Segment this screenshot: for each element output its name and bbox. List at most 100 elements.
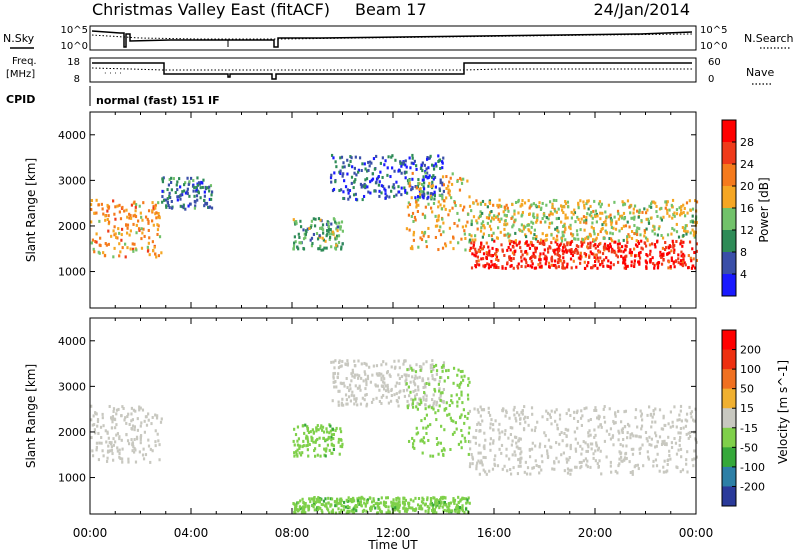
heatmap-cell xyxy=(444,207,447,211)
heatmap-cell xyxy=(619,443,622,447)
freq-left-tick-top: 18 xyxy=(67,57,80,68)
heatmap-cell xyxy=(126,246,129,250)
heatmap-cell xyxy=(451,432,455,436)
heatmap-cell xyxy=(576,233,579,237)
heatmap-cell xyxy=(487,216,490,220)
heatmap-cell xyxy=(341,442,344,446)
heatmap-cell xyxy=(623,456,627,460)
heatmap-cell xyxy=(427,377,430,381)
heatmap-cell xyxy=(504,429,507,433)
heatmap-cell xyxy=(208,205,211,209)
heatmap-cell xyxy=(128,212,131,216)
heatmap-cell xyxy=(311,428,314,432)
heatmap-cell xyxy=(431,363,434,367)
heatmap-cell xyxy=(161,200,164,204)
heatmap-cell xyxy=(602,245,606,249)
heatmap-cell xyxy=(552,198,555,202)
heatmap-cell xyxy=(390,155,393,159)
heatmap-cell xyxy=(408,228,411,232)
heatmap-cell xyxy=(361,509,365,513)
heatmap-cell xyxy=(561,230,564,234)
heatmap-cell xyxy=(304,236,307,240)
heatmap-cell xyxy=(647,221,651,225)
heatmap-cell xyxy=(643,241,647,245)
heatmap-cell xyxy=(364,178,367,182)
heatmap-cell xyxy=(459,381,463,385)
heatmap-cell xyxy=(482,232,485,236)
heatmap-cell xyxy=(455,393,458,397)
heatmap-cell xyxy=(309,238,312,242)
heatmap-cell xyxy=(594,246,597,250)
heatmap-cell xyxy=(386,370,389,374)
heatmap-cell xyxy=(680,240,684,244)
heatmap-cell xyxy=(529,264,532,268)
heatmap-cell xyxy=(536,213,539,217)
heatmap-cell xyxy=(332,217,336,221)
heatmap-cell xyxy=(687,254,690,258)
heatmap-cell xyxy=(337,234,341,238)
heatmap-cell xyxy=(112,443,115,447)
heatmap-cell xyxy=(621,430,624,434)
heatmap-cell xyxy=(460,178,463,182)
heatmap-cell xyxy=(646,208,649,212)
heatmap-cell xyxy=(626,240,629,244)
heatmap-cell xyxy=(134,460,138,464)
heatmap-cell xyxy=(343,384,346,388)
heatmap-cell xyxy=(351,374,354,378)
heatmap-cell xyxy=(629,471,632,475)
heatmap-cell xyxy=(464,507,468,511)
heatmap-cell xyxy=(555,266,558,270)
heatmap-cell xyxy=(492,231,495,235)
heatmap-cell xyxy=(370,507,373,511)
heatmap-cell xyxy=(407,213,411,217)
heatmap-cell xyxy=(439,394,442,398)
heatmap-cell xyxy=(684,224,687,228)
heatmap-cell xyxy=(609,213,612,217)
heatmap-cell xyxy=(545,259,548,263)
heatmap-cell xyxy=(511,426,514,430)
heatmap-cell xyxy=(657,264,660,268)
heatmap-cell xyxy=(357,501,360,505)
heatmap-cell xyxy=(560,453,563,457)
heatmap-cell xyxy=(333,366,336,370)
heatmap-cell xyxy=(363,162,366,166)
heatmap-cell xyxy=(519,417,522,421)
nsky-right-tick-bottom: 10^0 xyxy=(700,41,727,52)
heatmap-cell xyxy=(330,153,334,157)
heatmap-cell xyxy=(438,501,441,505)
heatmap-cell xyxy=(415,392,418,396)
heatmap-cell xyxy=(165,204,168,208)
heatmap-cell xyxy=(450,394,453,398)
heatmap-cell xyxy=(513,212,516,216)
heatmap-cell xyxy=(354,155,357,159)
heatmap-cell xyxy=(692,230,696,234)
heatmap-cell xyxy=(301,451,304,455)
heatmap-cell xyxy=(431,508,434,512)
heatmap-cell xyxy=(129,216,133,220)
heatmap-cell xyxy=(505,454,508,458)
heatmap-cell xyxy=(531,254,534,258)
heatmap-cell xyxy=(605,256,608,260)
heatmap-cell xyxy=(466,500,469,504)
heatmap-cell xyxy=(394,384,397,388)
heatmap-cell xyxy=(181,190,184,194)
heatmap-cell xyxy=(340,508,343,512)
heatmap-cell xyxy=(600,425,603,429)
heatmap-cell xyxy=(692,464,695,468)
heatmap-cell xyxy=(495,255,499,259)
heatmap-cell xyxy=(528,206,531,210)
heatmap-cell xyxy=(147,219,150,223)
heatmap-cell xyxy=(331,451,334,455)
heatmap-cell xyxy=(292,244,296,248)
heatmap-cell xyxy=(666,233,670,237)
heatmap-cell xyxy=(420,419,423,423)
heatmap-cell xyxy=(406,399,409,403)
heatmap-cell xyxy=(467,440,471,444)
heatmap-cell xyxy=(622,256,625,260)
heatmap-cell xyxy=(404,498,408,502)
heatmap-cell xyxy=(485,251,488,255)
heatmap-cell xyxy=(572,259,575,263)
heatmap-cell xyxy=(336,229,339,233)
heatmap-cell xyxy=(668,454,671,458)
heatmap-cell xyxy=(178,195,181,199)
